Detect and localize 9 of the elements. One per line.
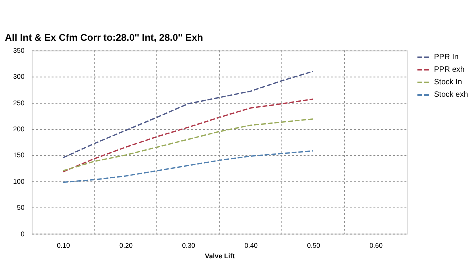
line-series	[62, 98, 314, 173]
line-series	[62, 150, 314, 184]
legend-label: PPR In	[434, 52, 459, 62]
legend-label: Stock exh	[434, 90, 468, 100]
line-series	[62, 118, 314, 172]
legend-label: PPR exh	[434, 64, 465, 74]
chart-title: All Int & Ex Cfm Corr to:28.0'' Int, 28.0'' Exh	[5, 32, 204, 44]
legend-label: Stock In	[434, 78, 462, 87]
line-series	[62, 70, 314, 159]
